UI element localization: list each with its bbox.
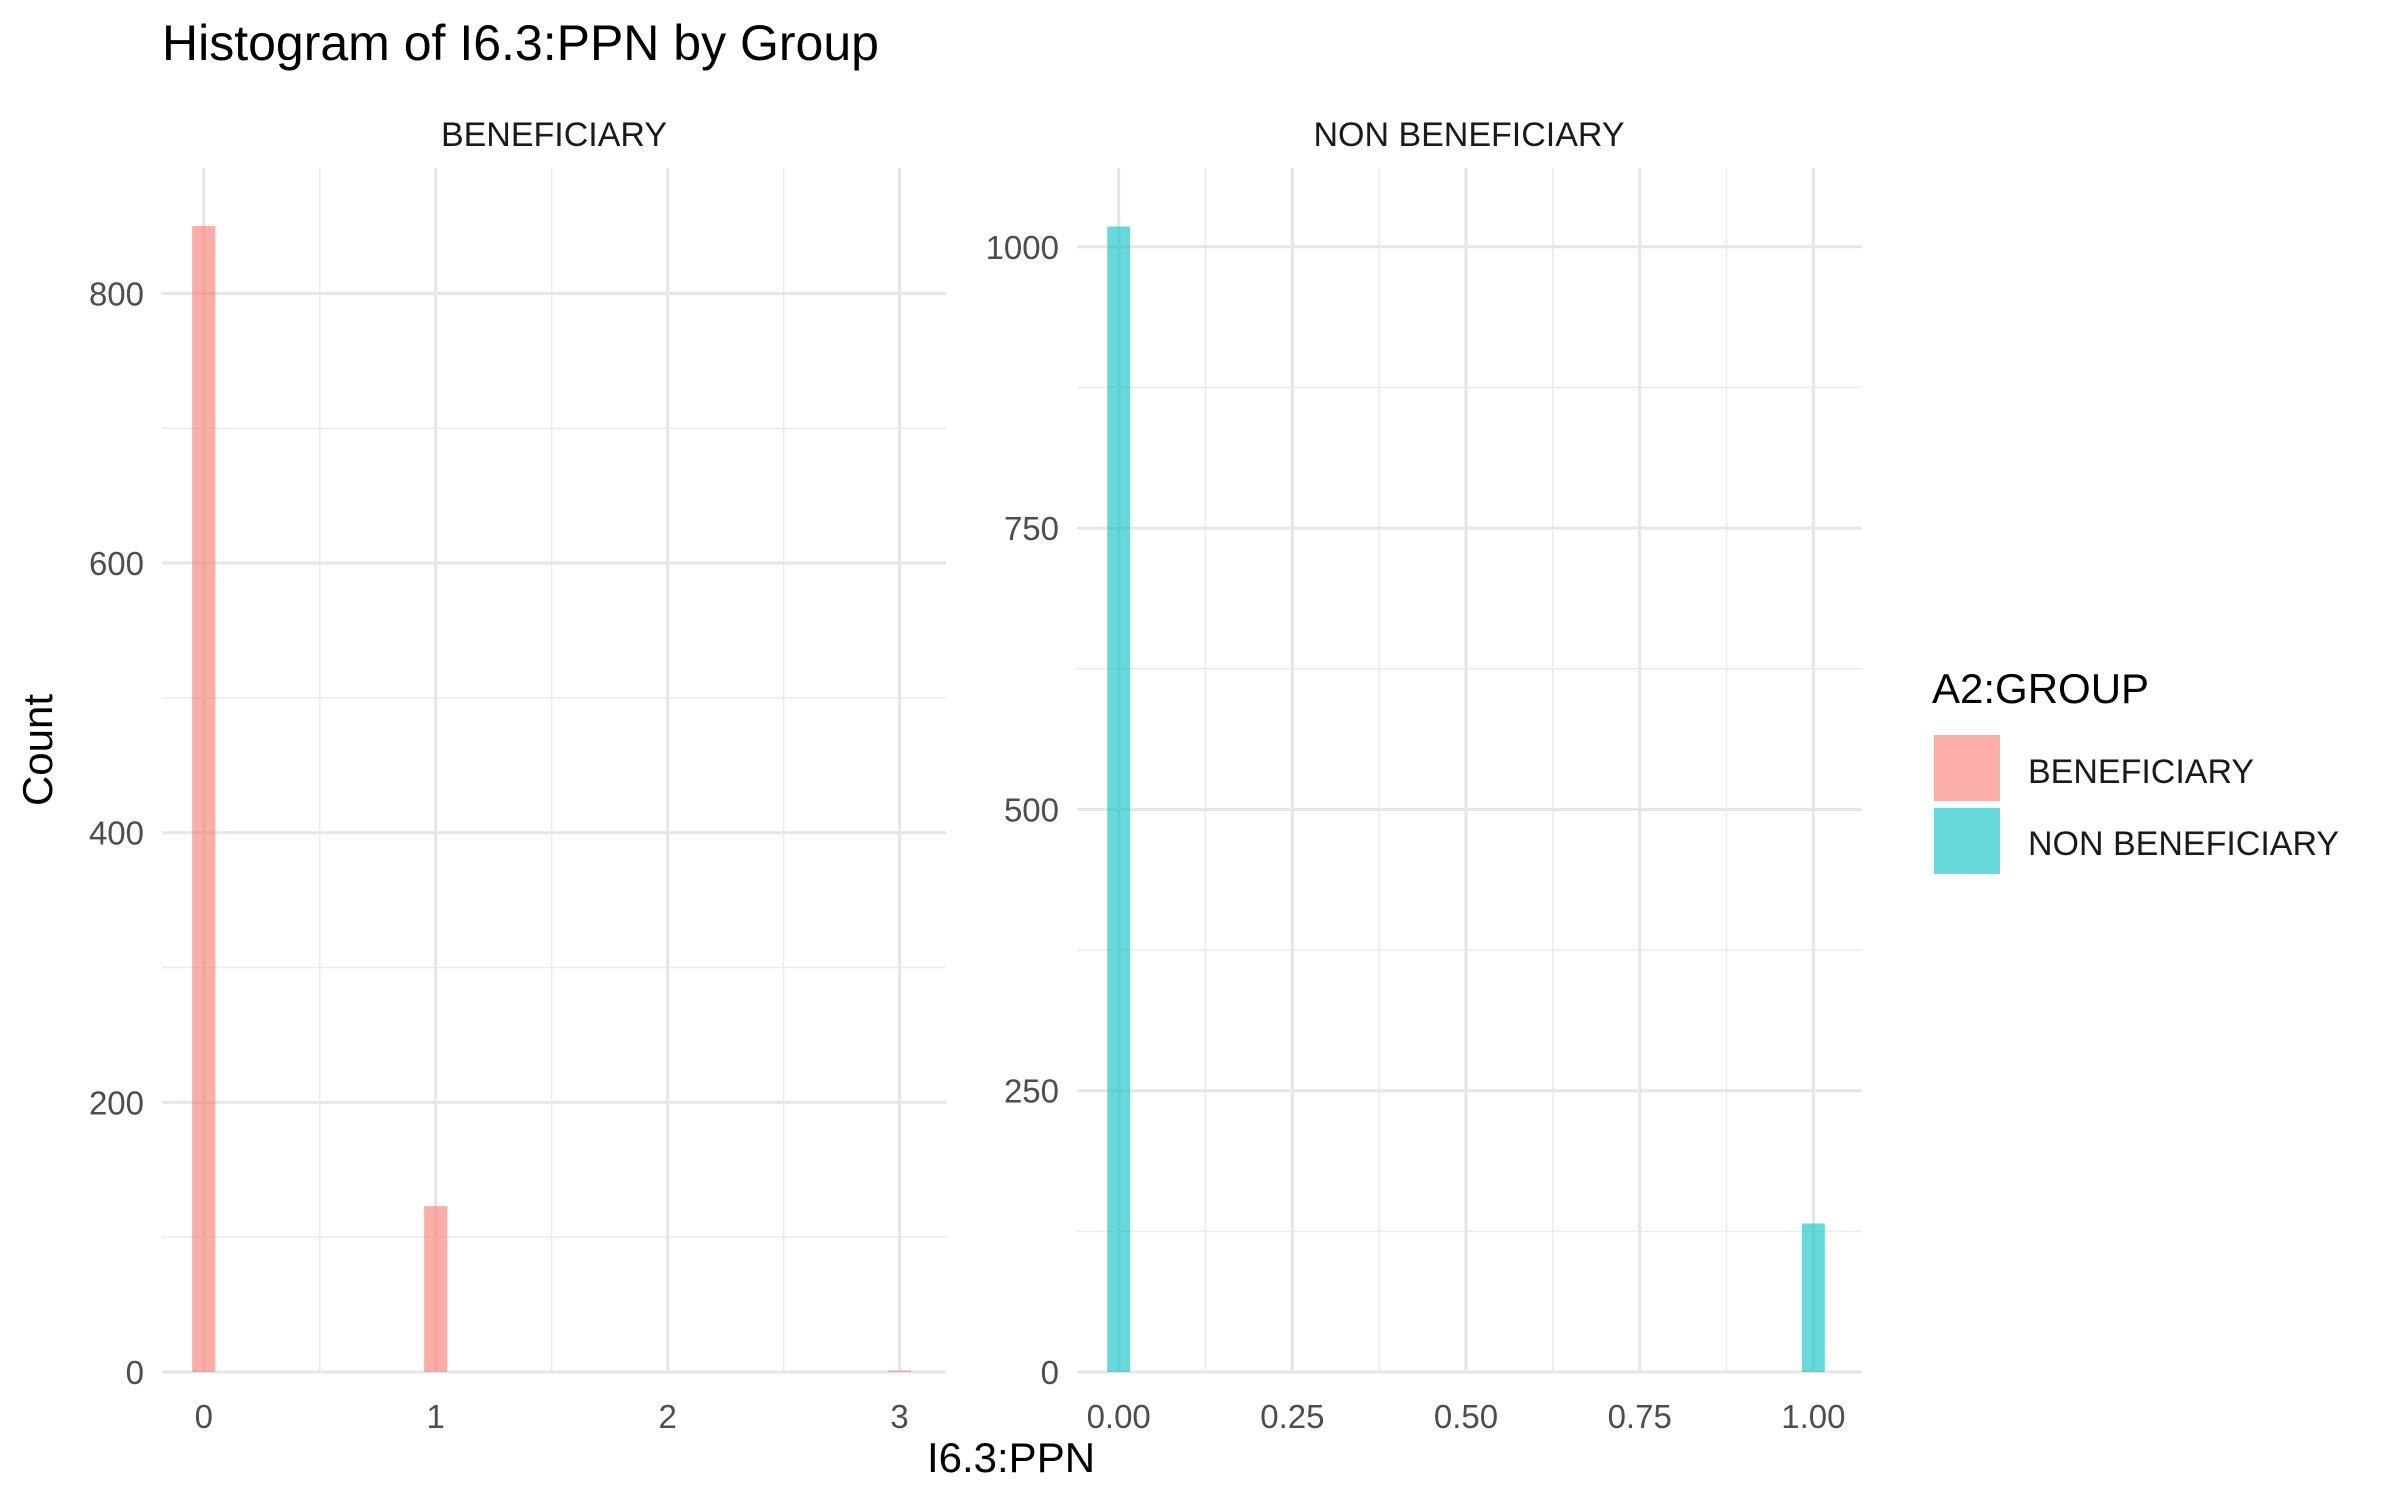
y-tick-label: 1000 (986, 229, 1059, 266)
histogram-bar (424, 1206, 448, 1372)
y-tick-label: 0 (1041, 1354, 1059, 1391)
y-tick-label: 400 (89, 815, 144, 852)
x-tick-label: 0 (195, 1398, 213, 1435)
facet-panel-beneficiary: 0 200 400 600 800 0 1 2 3 (89, 168, 946, 1435)
y-axis-label: Count (14, 694, 61, 806)
facet-panel-non-beneficiary: 0 250 500 750 1000 0.00 0.25 0.50 0.75 1.00 (986, 168, 1862, 1435)
legend-key-non-beneficiary (1934, 808, 2000, 874)
histogram-bar (1801, 1223, 1825, 1372)
x-tick-label: 0.25 (1260, 1398, 1324, 1435)
y-tick-label: 750 (1004, 510, 1059, 547)
x-tick-label: 2 (658, 1398, 676, 1435)
y-tick-label: 600 (89, 545, 144, 582)
legend-key-beneficiary (1934, 735, 2000, 801)
legend-label-beneficiary: BENEFICIARY (2028, 753, 2254, 791)
legend-label-non-beneficiary: NON BENEFICIARY (2028, 825, 2339, 863)
y-tick-label: 800 (89, 275, 144, 312)
y-tick-label: 200 (89, 1084, 144, 1121)
chart-title: Histogram of I6.3:PPN by Group (162, 15, 879, 71)
strip-label-beneficiary: BENEFICIARY (441, 116, 667, 154)
y-tick-label: 250 (1004, 1073, 1059, 1110)
x-tick-label: 0.50 (1434, 1398, 1498, 1435)
x-tick-label: 3 (890, 1398, 908, 1435)
strip-label-non-beneficiary: NON BENEFICIARY (1313, 116, 1624, 154)
x-axis-label: I6.3:PPN (927, 1434, 1095, 1481)
y-tick-label: 500 (1004, 791, 1059, 828)
legend: A2:GROUP BENEFICIARY NON BENEFICIARY (1932, 665, 2339, 874)
y-tick-label: 0 (126, 1354, 144, 1391)
x-tick-label: 1.00 (1781, 1398, 1845, 1435)
histogram-bar (1107, 226, 1131, 1372)
legend-title: A2:GROUP (1932, 665, 2149, 712)
x-tick-label: 0.75 (1608, 1398, 1672, 1435)
histogram-bar (888, 1370, 912, 1372)
x-tick-label: 1 (427, 1398, 445, 1435)
x-tick-label: 0.00 (1087, 1398, 1151, 1435)
histogram-bar (192, 225, 216, 1373)
